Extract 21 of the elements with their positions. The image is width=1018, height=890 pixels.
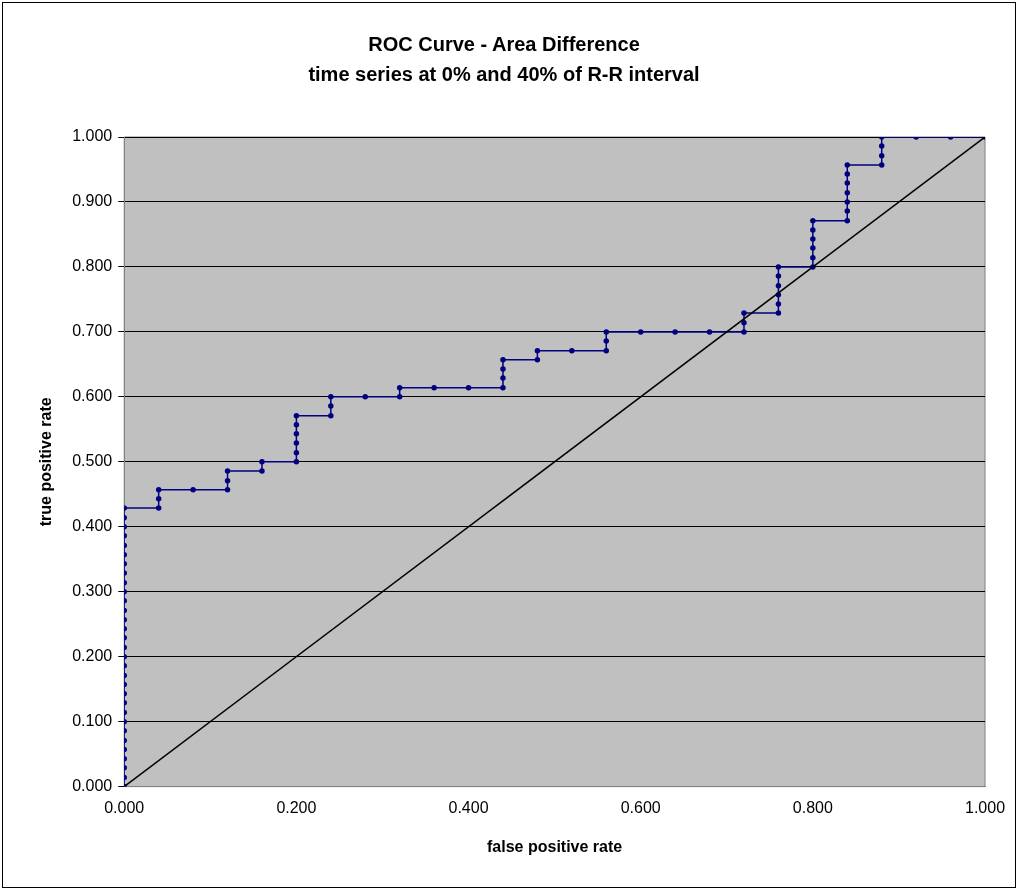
x-tick-label: 0.800 <box>792 798 833 816</box>
chart-title: ROC Curve - Area Difference <box>368 32 640 55</box>
chart-subtitle: time series at 0% and 40% of R-R interval <box>308 62 700 85</box>
x-tick-label: 0.000 <box>104 798 145 816</box>
x-tick-label: 1.000 <box>964 798 1006 816</box>
y-tick-label: 0.500 <box>72 452 113 470</box>
x-tick-label: 0.200 <box>276 798 317 816</box>
y-tick-label: 0.600 <box>72 387 113 405</box>
x-tick-label: 0.400 <box>448 798 489 816</box>
x-tick-label: 0.600 <box>620 798 661 816</box>
y-tick-label: 0.300 <box>72 582 113 600</box>
y-axis-title: true positive rate <box>37 397 55 527</box>
y-tick-label: 1.000 <box>72 127 113 145</box>
y-tick-label: 0.800 <box>72 257 113 275</box>
y-tick-label: 0.000 <box>72 777 113 795</box>
y-tick-label: 0.400 <box>72 517 113 535</box>
y-tick-label: 0.200 <box>72 647 113 665</box>
y-tick-label: 0.100 <box>72 712 113 730</box>
y-tick-label: 0.700 <box>72 322 113 340</box>
x-axis-title: false positive rate <box>487 837 623 855</box>
y-tick-label: 0.900 <box>72 192 113 210</box>
